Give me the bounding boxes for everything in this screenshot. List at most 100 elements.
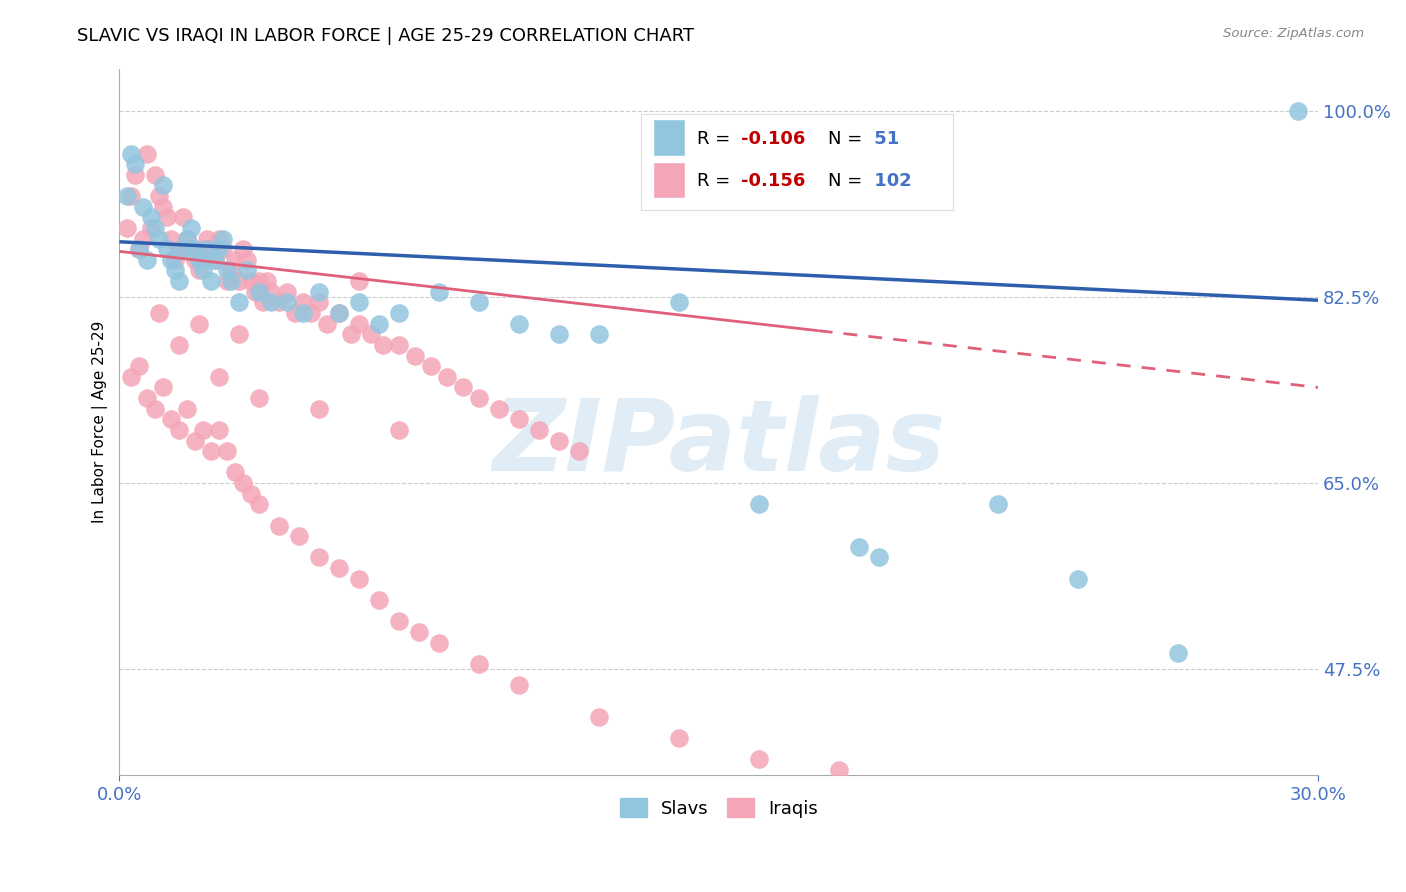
- Point: [172, 242, 194, 256]
- Point: [468, 391, 491, 405]
- Point: [184, 252, 207, 267]
- Point: [132, 231, 155, 245]
- Point: [328, 306, 350, 320]
- Point: [316, 317, 339, 331]
- Point: [668, 295, 690, 310]
- Point: [221, 274, 243, 288]
- Point: [136, 146, 159, 161]
- Text: Source: ZipAtlas.com: Source: ZipAtlas.com: [1223, 27, 1364, 40]
- Point: [373, 338, 395, 352]
- Point: [188, 252, 211, 267]
- Point: [217, 274, 239, 288]
- Point: [156, 242, 179, 256]
- Point: [368, 317, 391, 331]
- Point: [232, 476, 254, 491]
- Point: [436, 369, 458, 384]
- Point: [120, 189, 142, 203]
- Point: [508, 678, 530, 692]
- Point: [247, 274, 270, 288]
- Point: [193, 423, 215, 437]
- Point: [176, 401, 198, 416]
- Point: [221, 263, 243, 277]
- Point: [180, 221, 202, 235]
- Point: [299, 306, 322, 320]
- Point: [987, 497, 1010, 511]
- Point: [120, 146, 142, 161]
- Point: [208, 423, 231, 437]
- Point: [236, 263, 259, 277]
- Point: [256, 274, 278, 288]
- Point: [451, 380, 474, 394]
- Point: [228, 295, 250, 310]
- Point: [124, 168, 146, 182]
- Point: [388, 338, 411, 352]
- Point: [340, 327, 363, 342]
- Point: [165, 252, 187, 267]
- Point: [169, 242, 191, 256]
- Point: [308, 285, 330, 299]
- Point: [141, 221, 163, 235]
- Point: [668, 731, 690, 746]
- Point: [748, 752, 770, 766]
- Point: [427, 635, 450, 649]
- Point: [136, 252, 159, 267]
- Point: [188, 317, 211, 331]
- Point: [128, 242, 150, 256]
- Point: [588, 327, 610, 342]
- Point: [508, 317, 530, 331]
- Point: [404, 349, 426, 363]
- Point: [588, 710, 610, 724]
- Point: [145, 168, 167, 182]
- Point: [224, 466, 246, 480]
- Point: [308, 550, 330, 565]
- Point: [152, 200, 174, 214]
- Point: [288, 529, 311, 543]
- Point: [328, 561, 350, 575]
- Point: [269, 518, 291, 533]
- Point: [172, 211, 194, 225]
- Point: [388, 423, 411, 437]
- Text: SLAVIC VS IRAQI IN LABOR FORCE | AGE 25-29 CORRELATION CHART: SLAVIC VS IRAQI IN LABOR FORCE | AGE 25-…: [77, 27, 695, 45]
- Point: [240, 274, 263, 288]
- Point: [124, 157, 146, 171]
- Point: [328, 306, 350, 320]
- Point: [169, 423, 191, 437]
- Point: [204, 252, 226, 267]
- Point: [224, 252, 246, 267]
- Point: [388, 614, 411, 628]
- Point: [240, 486, 263, 500]
- Point: [152, 380, 174, 394]
- Point: [245, 285, 267, 299]
- Point: [360, 327, 382, 342]
- Point: [260, 295, 283, 310]
- Point: [252, 295, 274, 310]
- Point: [200, 242, 222, 256]
- Point: [217, 263, 239, 277]
- Point: [1067, 572, 1090, 586]
- Point: [368, 593, 391, 607]
- Point: [347, 274, 370, 288]
- Point: [284, 306, 307, 320]
- Point: [208, 242, 231, 256]
- Point: [160, 231, 183, 245]
- Point: [247, 391, 270, 405]
- Point: [308, 295, 330, 310]
- Point: [148, 231, 170, 245]
- Point: [148, 189, 170, 203]
- Point: [204, 252, 226, 267]
- Point: [195, 231, 218, 245]
- Point: [180, 242, 202, 256]
- Point: [488, 401, 510, 416]
- Point: [193, 263, 215, 277]
- Legend: Slavs, Iraqis: Slavs, Iraqis: [613, 791, 825, 825]
- Point: [165, 263, 187, 277]
- Point: [347, 295, 370, 310]
- Point: [117, 189, 139, 203]
- Point: [247, 285, 270, 299]
- Point: [176, 231, 198, 245]
- Point: [169, 274, 191, 288]
- Point: [420, 359, 443, 373]
- Point: [508, 412, 530, 426]
- Point: [848, 540, 870, 554]
- Point: [156, 211, 179, 225]
